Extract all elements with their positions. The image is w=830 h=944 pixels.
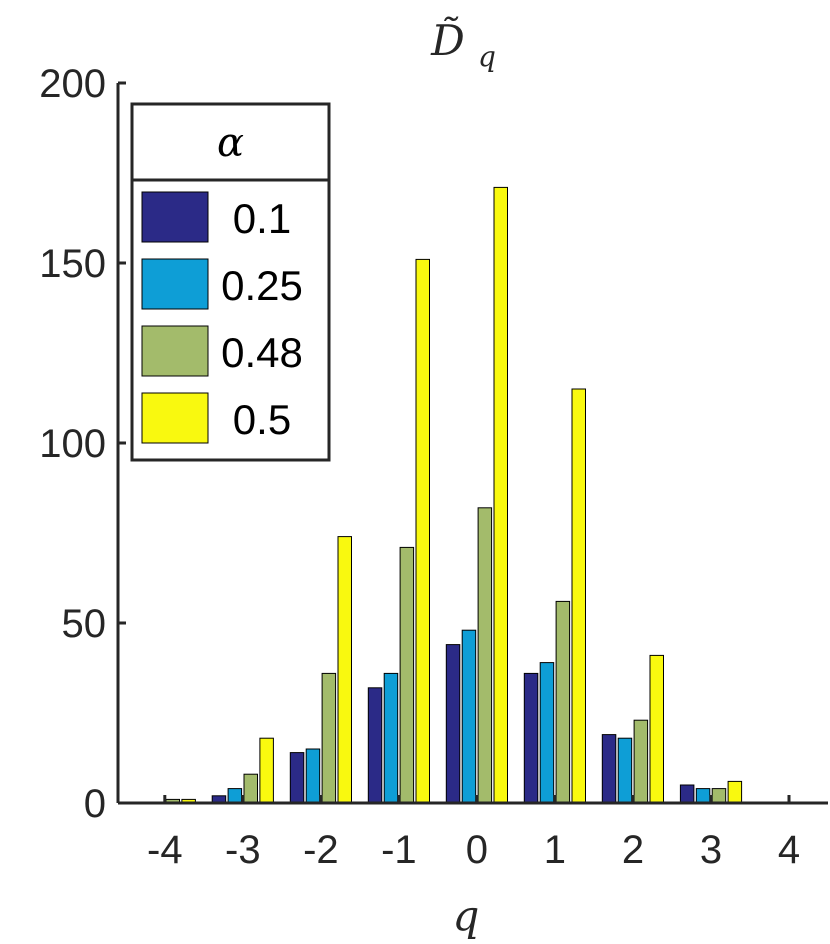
bar-0.5-q-3	[259, 737, 274, 804]
bar-0.1-q1	[523, 672, 539, 804]
x-axis-label: q	[453, 891, 480, 940]
legend-swatch-0.1	[141, 191, 209, 243]
bar-0.1-q0	[445, 644, 461, 804]
axes-layer: 0 50 100 150 200 -4 -3 -2 -1 0 1 2 3 4	[39, 62, 828, 872]
bar-0.5-q1	[571, 388, 586, 804]
bar-0.25-q-3	[227, 788, 243, 804]
y-tick-label-50: 50	[62, 602, 107, 646]
bar-0.1-q-1	[367, 687, 383, 804]
y-tick-label-200: 200	[39, 62, 106, 106]
legend-swatch-0.25	[141, 258, 209, 310]
x-tick-label--3: -3	[225, 828, 261, 872]
legend-swatch-0.5	[141, 392, 209, 444]
bar-0.5-q-2	[337, 536, 352, 804]
bar-0.25-q-2	[305, 748, 321, 804]
legend-title: α	[217, 120, 244, 166]
bar-0.48-q0	[477, 507, 493, 804]
bar-0.25-q1	[539, 662, 555, 804]
bar-0.48-q-2	[321, 672, 337, 804]
bar-0.48-q3	[711, 788, 727, 804]
x-tick-label-0: 0	[466, 828, 488, 872]
legend-label-0.25: 0.25	[221, 262, 303, 309]
bar-0.1-q-2	[289, 752, 305, 804]
legend-label-0.1: 0.1	[233, 195, 291, 242]
bar-0.48-q-3	[243, 773, 258, 804]
bar-0.5-q2	[649, 654, 664, 804]
x-tick-label-2: 2	[622, 828, 644, 872]
y-tick-label-150: 150	[39, 242, 106, 286]
bar-0.48-q1	[555, 600, 571, 804]
bar-0.5-q-1	[415, 258, 430, 804]
x-tick-label-3: 3	[700, 828, 722, 872]
x-tick-label--4: -4	[147, 828, 183, 872]
y-tick-label-0: 0	[84, 782, 106, 826]
chart-title: D̃ q	[430, 15, 496, 73]
x-tick-label--2: -2	[303, 828, 339, 872]
bar-0.25-q0	[461, 629, 477, 804]
bar-0.5-q0	[493, 186, 508, 804]
x-tick-label-1: 1	[544, 828, 566, 872]
bar-0.1-q3	[679, 784, 695, 804]
chart-title-text: D̃	[430, 15, 465, 65]
bars-layer	[165, 186, 743, 804]
bar-0.1-q2	[601, 734, 617, 804]
legend: α 0.1 0.25 0.48 0.5	[130, 102, 331, 462]
bar-0.25-q2	[617, 737, 633, 804]
bar-0.48-q2	[633, 719, 649, 804]
y-tick-label-100: 100	[39, 422, 106, 466]
bar-0.5-q3	[727, 780, 743, 804]
bar-0.25-q3	[695, 788, 711, 804]
bar-0.25-q-1	[383, 672, 399, 804]
x-tick-label--1: -1	[381, 828, 417, 872]
chart-title-subscript: q	[478, 40, 496, 73]
legend-label-0.48: 0.48	[221, 329, 303, 376]
legend-swatch-0.48	[141, 325, 209, 377]
x-tick-label-4: 4	[778, 828, 800, 872]
legend-label-0.5: 0.5	[233, 396, 291, 443]
bar-0.48-q-1	[399, 546, 415, 804]
